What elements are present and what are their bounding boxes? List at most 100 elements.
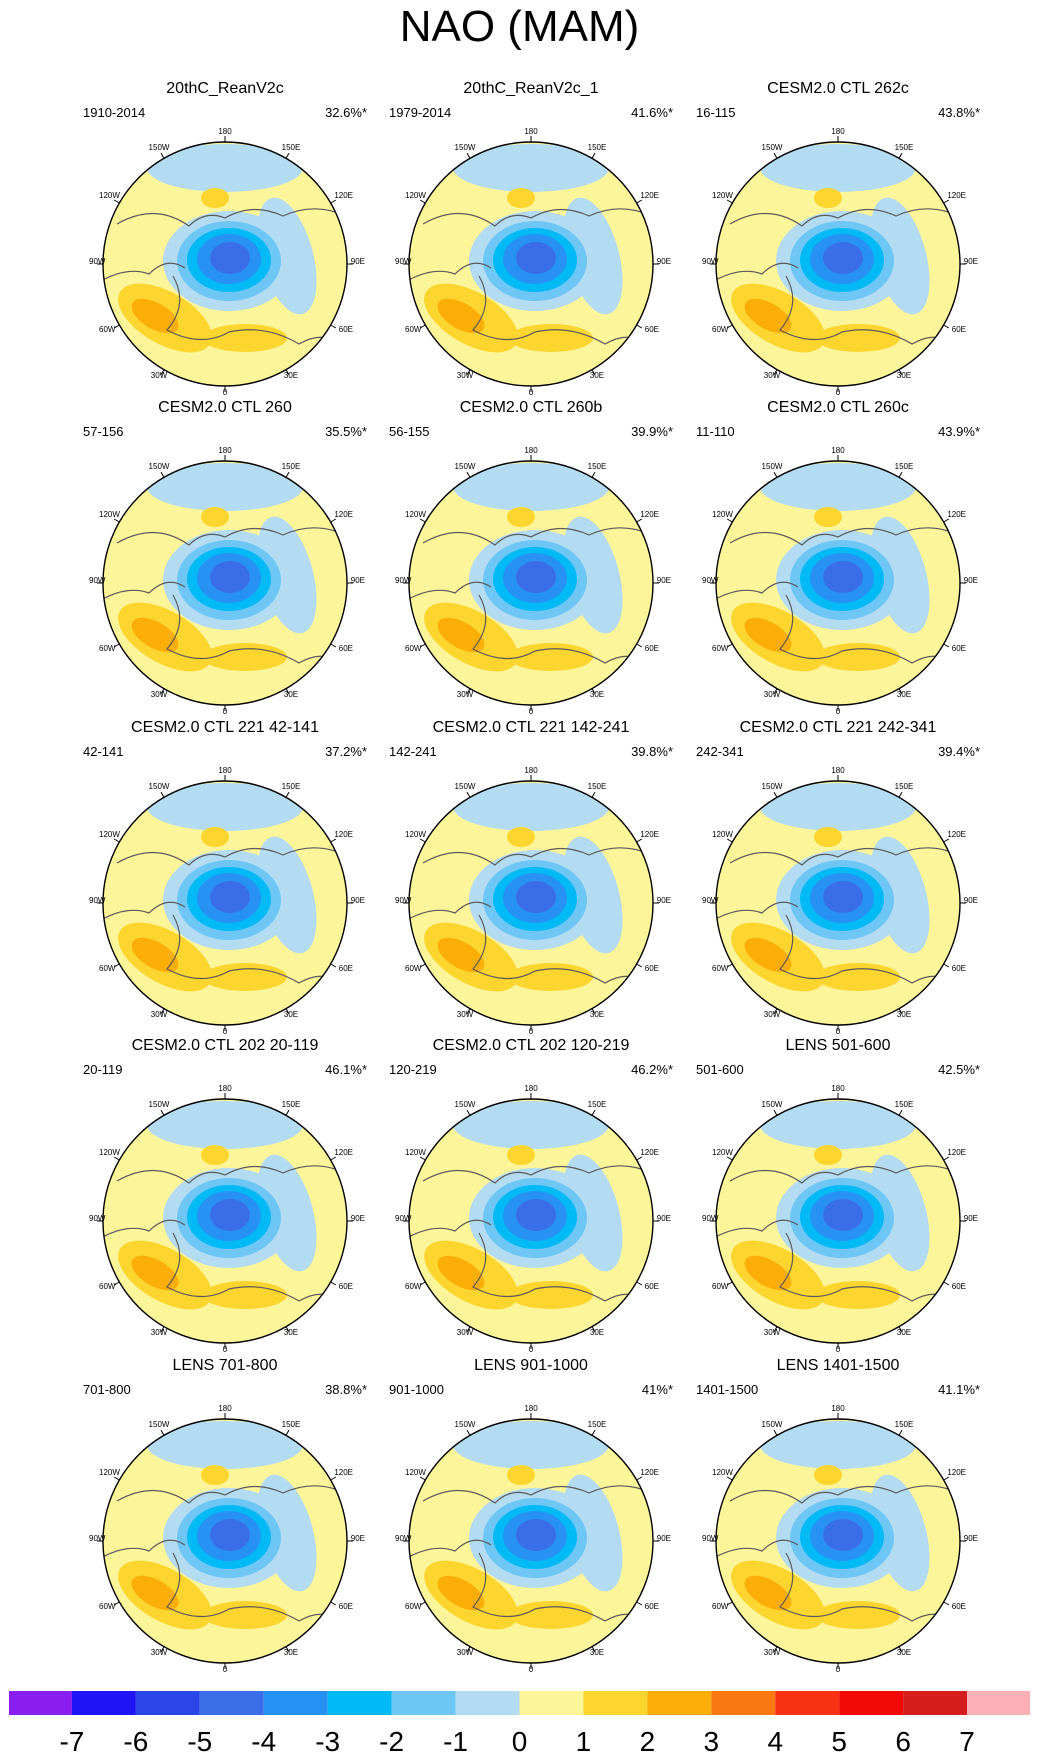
longitude-tick xyxy=(898,1646,903,1653)
negative-anomaly-core xyxy=(823,1519,863,1551)
longitude-label: 60W xyxy=(405,1282,422,1291)
longitude-tick xyxy=(943,838,950,843)
panel-title: CESM2.0 CTL 260c xyxy=(767,399,909,416)
panel-title: CESM2.0 CTL 202 120-219 xyxy=(432,1037,630,1054)
positive-anomaly-atlantic-core xyxy=(744,298,792,334)
longitude-tick xyxy=(160,688,165,695)
longitude-label: 30W xyxy=(764,1010,781,1019)
longitude-label: 180 xyxy=(218,1084,232,1093)
longitude-tick xyxy=(773,1008,778,1015)
longitude-tick xyxy=(466,471,471,478)
longitude-tick xyxy=(113,1601,120,1606)
polar-map: 180 150W 150E 120W 120E 90W 90E 60W 60E 30W 30E 0 xyxy=(395,1404,671,1674)
longitude-label: 120W xyxy=(99,1148,120,1157)
anomaly-field xyxy=(103,461,347,705)
positive-anomaly-pacific xyxy=(507,827,535,847)
longitude-tick xyxy=(113,1476,120,1481)
longitude-label: 150E xyxy=(282,462,301,471)
longitude-label: 60E xyxy=(952,1602,966,1611)
colorbar-box xyxy=(455,1690,520,1716)
coastlines xyxy=(103,527,346,670)
longitude-tick xyxy=(330,1476,337,1481)
colorbar-tick-label: 1 xyxy=(575,1726,592,1757)
longitude-tick xyxy=(330,199,337,204)
longitude-tick xyxy=(466,152,471,159)
longitude-label: 30W xyxy=(151,1010,168,1019)
negative-anomaly-core xyxy=(210,881,250,913)
longitude-label: 90W xyxy=(702,1534,719,1543)
panel-period: 1401-1500 xyxy=(696,1382,759,1397)
longitude-label: 150W xyxy=(149,143,170,152)
longitude-label: 150W xyxy=(762,1100,783,1109)
map-panel: LENS 501-600 501-600 42.5%* 180 150W 150E 120W… xyxy=(688,1037,988,1354)
longitude-label: 0 xyxy=(529,1665,534,1674)
longitude-label: 180 xyxy=(831,766,845,775)
map-panel: CESM2.0 CTL 221 242-341 242-341 39.4%* 180 1… xyxy=(688,719,988,1036)
longitude-tick xyxy=(591,1109,596,1116)
colorbar-tick-label: 7 xyxy=(959,1726,975,1757)
longitude-label: 30W xyxy=(457,1010,474,1019)
negative-anomaly-north-pacific xyxy=(760,463,916,511)
panel-explained-variance: 41.6%* xyxy=(631,105,673,120)
negative-anomaly-core xyxy=(823,881,863,913)
longitude-tick xyxy=(726,518,733,523)
longitude-label: 30E xyxy=(897,1010,911,1019)
longitude-tick xyxy=(330,518,337,523)
longitude-label: 120E xyxy=(334,830,353,839)
longitude-label: 150W xyxy=(149,462,170,471)
coastlines xyxy=(409,1485,652,1628)
longitude-label: 150W xyxy=(455,143,476,152)
longitude-label: 60E xyxy=(339,325,353,334)
longitude-label: 0 xyxy=(836,388,841,397)
longitude-tick xyxy=(466,1326,471,1333)
longitude-label: 150W xyxy=(762,1420,783,1429)
longitude-label: 0 xyxy=(529,707,534,716)
longitude-tick xyxy=(726,1281,733,1286)
longitude-label: 30W xyxy=(151,1328,168,1337)
longitude-label: 180 xyxy=(218,446,232,455)
longitude-label: 90W xyxy=(395,257,412,266)
anomaly-field xyxy=(716,142,960,386)
panel-period: 1979-2014 xyxy=(389,105,452,120)
longitude-label: 120W xyxy=(712,830,733,839)
longitude-tick xyxy=(285,1008,290,1015)
panel-period: 1910-2014 xyxy=(83,105,146,120)
negative-anomaly-core xyxy=(210,242,250,274)
longitude-label: 180 xyxy=(218,127,232,136)
negative-anomaly-core xyxy=(823,242,863,274)
panel-title: 20thC_ReanV2c_1 xyxy=(463,80,599,97)
longitude-tick xyxy=(285,369,290,376)
positive-anomaly-pacific xyxy=(814,507,842,527)
longitude-label: 30E xyxy=(590,690,604,699)
negative-anomaly-north-pacific xyxy=(453,1421,609,1469)
longitude-tick xyxy=(419,643,426,648)
map-panel: LENS 1401-1500 1401-1500 41.1%* 180 150W 150E… xyxy=(688,1357,988,1674)
positive-anomaly-pacific xyxy=(201,1145,229,1165)
longitude-label: 150E xyxy=(282,143,301,152)
map-panel: CESM2.0 CTL 260b 56-155 39.9%* 180 150W 150E 1… xyxy=(381,399,681,716)
longitude-tick xyxy=(160,791,165,798)
longitude-label: 90W xyxy=(89,896,106,905)
longitude-label: 60W xyxy=(712,1602,729,1611)
longitude-tick xyxy=(591,152,596,159)
longitude-label: 60E xyxy=(339,644,353,653)
longitude-tick xyxy=(636,199,643,204)
longitude-tick xyxy=(943,643,950,648)
longitude-label: 180 xyxy=(831,127,845,136)
longitude-label: 150W xyxy=(455,782,476,791)
longitude-label: 0 xyxy=(223,1345,228,1354)
longitude-tick xyxy=(285,1326,290,1333)
longitude-tick xyxy=(773,1326,778,1333)
polar-map: 180 150W 150E 120W 120E 90W 90E 60W 60E 30W 30E 0 xyxy=(702,127,978,397)
longitude-label: 150W xyxy=(762,782,783,791)
colorbar-box xyxy=(71,1690,136,1716)
longitude-tick xyxy=(285,1109,290,1116)
longitude-label: 0 xyxy=(223,1027,228,1036)
longitude-label: 120W xyxy=(99,830,120,839)
map-panel: 20thC_ReanV2c 1910-2014 32.6%* 180 150W 150E 1… xyxy=(75,80,375,397)
longitude-label: 0 xyxy=(529,1345,534,1354)
longitude-label: 30E xyxy=(284,1010,298,1019)
colorbar xyxy=(8,1690,1031,1716)
longitude-label: 150E xyxy=(282,1420,301,1429)
panel-period: 701-800 xyxy=(83,1382,131,1397)
